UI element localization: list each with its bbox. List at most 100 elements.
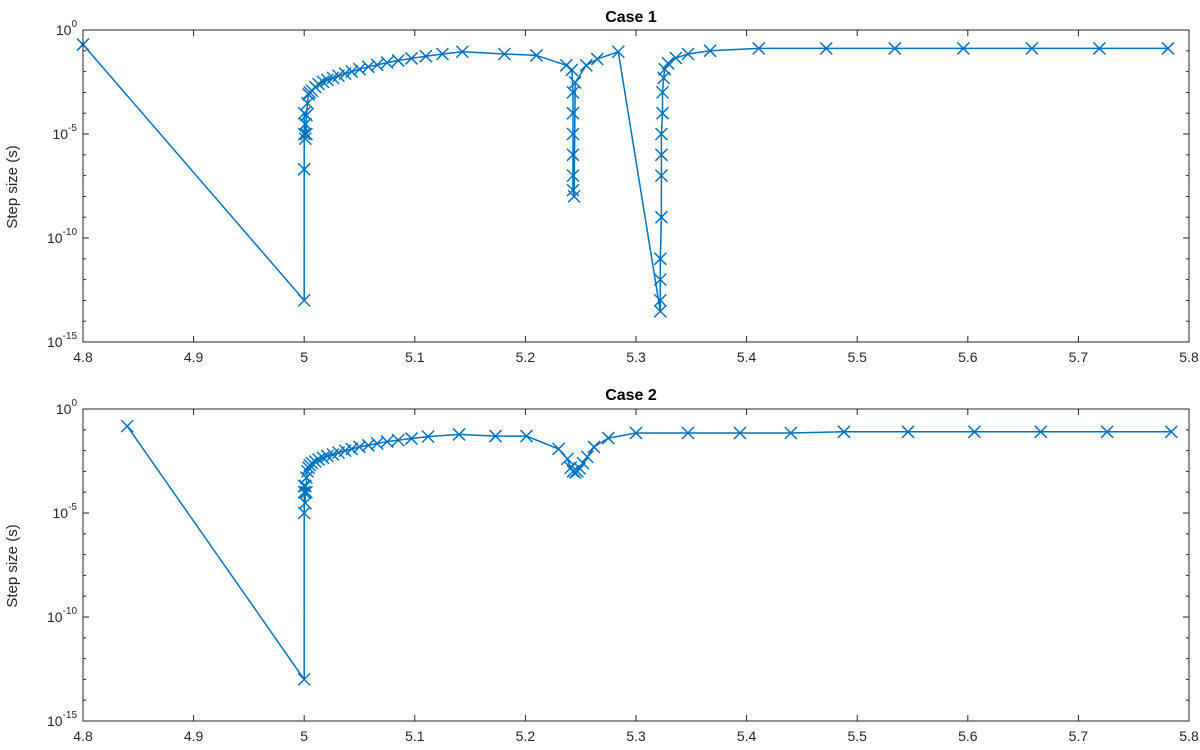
data-point-marker xyxy=(653,304,667,318)
data-point-marker xyxy=(656,85,670,99)
panel-title: Case 1 xyxy=(605,9,657,26)
panel-case-2: Case 2 Step size (s) 4.8 4.9 5 5.1 5.2 5.3 5.4… xyxy=(4,387,1199,744)
y-axis-label: Step size (s) xyxy=(4,145,21,228)
x-tick-label: 5.1 xyxy=(405,728,425,744)
data-point-marker xyxy=(566,85,580,99)
y-tick-label: 10-15 xyxy=(47,710,77,729)
y-axis-label: Step size (s) xyxy=(4,524,21,607)
data-layer xyxy=(120,419,1178,686)
data-point-marker xyxy=(297,672,311,686)
data-point-marker xyxy=(305,456,319,470)
data-point-marker xyxy=(391,433,405,447)
data-point-marker xyxy=(653,293,667,307)
data-point-marker xyxy=(653,273,667,287)
x-tick-label: 5.2 xyxy=(516,728,536,744)
data-point-marker xyxy=(497,47,511,61)
data-point-marker xyxy=(611,45,625,59)
y-tick-label: 10-10 xyxy=(47,606,77,625)
data-point-marker xyxy=(421,430,435,444)
data-point-marker xyxy=(404,432,419,446)
data-point-marker xyxy=(298,132,312,146)
data-point-marker xyxy=(654,210,668,224)
data-point-marker xyxy=(391,54,405,68)
data-point-marker xyxy=(1092,41,1106,55)
data-point-marker xyxy=(629,426,643,440)
y-tick-label: 10-5 xyxy=(53,502,78,521)
y-tick-label: 10-5 xyxy=(53,123,78,142)
data-point-marker xyxy=(361,438,375,452)
x-tick-label: 5.4 xyxy=(737,349,757,365)
data-point-marker xyxy=(298,496,312,510)
data-point-marker xyxy=(489,429,503,443)
data-point-marker xyxy=(658,62,672,76)
tick-layer: 4.8 4.9 5 5.1 5.2 5.3 5.4 5.5 5.6 5.7 5.8 100 10-5 10… xyxy=(47,19,1199,365)
data-point-marker xyxy=(455,45,469,59)
series-line xyxy=(126,425,1172,681)
y-tick-label: 100 xyxy=(56,19,78,38)
data-point-marker xyxy=(552,442,566,456)
data-point-marker xyxy=(703,44,717,58)
data-point-marker xyxy=(567,189,581,203)
x-tick-label: 5.5 xyxy=(847,728,867,744)
x-tick-label: 4.8 xyxy=(73,349,93,365)
x-tick-label: 5.3 xyxy=(626,349,646,365)
plot-frame xyxy=(82,29,1190,343)
data-point-marker xyxy=(566,106,580,120)
data-point-marker xyxy=(419,49,433,63)
data-point-marker xyxy=(568,75,582,90)
y-tick-label: 100 xyxy=(56,398,78,417)
y-tick-label: 10-10 xyxy=(47,227,77,246)
panel-case-1: Case 1 Step size (s) 4.8 4.9 5 5.1 5.2 5.3 5.4… xyxy=(4,9,1199,365)
x-tick-label: 4.8 xyxy=(73,728,93,744)
data-point-marker xyxy=(299,108,313,122)
data-point-marker xyxy=(654,127,668,141)
data-point-marker xyxy=(435,47,449,61)
data-point-marker xyxy=(380,435,394,449)
data-point-marker xyxy=(297,162,311,176)
data-point-marker xyxy=(380,56,394,70)
x-tick-label: 5.6 xyxy=(958,728,978,744)
data-point-marker xyxy=(352,440,367,454)
y-tick-label: 10-15 xyxy=(47,331,77,350)
data-point-marker xyxy=(560,452,574,466)
data-point-marker xyxy=(566,464,580,478)
data-point-marker xyxy=(661,56,675,70)
data-point-marker xyxy=(580,450,594,464)
data-point-marker xyxy=(1164,425,1178,439)
data-point-marker xyxy=(956,41,970,55)
x-tick-label: 4.9 xyxy=(184,728,204,744)
x-tick-label: 4.9 xyxy=(184,349,204,365)
data-point-marker xyxy=(654,148,668,162)
data-point-marker xyxy=(312,77,326,91)
series-line xyxy=(82,44,1168,313)
x-tick-label: 5.1 xyxy=(405,349,425,365)
data-point-marker xyxy=(566,127,580,141)
data-point-marker xyxy=(299,485,313,499)
data-point-marker xyxy=(297,293,311,307)
data-point-marker xyxy=(784,426,798,440)
data-point-marker xyxy=(316,75,330,89)
tick-layer: 4.8 4.9 5 5.1 5.2 5.3 5.4 5.5 5.6 5.7 5.8 100 10-5 10… xyxy=(47,398,1199,744)
panel-title: Case 2 xyxy=(605,387,657,404)
x-tick-label: 5.7 xyxy=(1069,349,1089,365)
data-point-marker xyxy=(566,148,580,162)
data-point-marker xyxy=(579,58,593,72)
data-point-marker xyxy=(587,440,601,454)
data-point-marker xyxy=(565,63,579,77)
data-point-marker xyxy=(669,51,683,65)
data-point-marker xyxy=(656,106,670,120)
data-point-marker xyxy=(1161,41,1175,55)
data-point-marker xyxy=(733,426,747,440)
data-point-marker xyxy=(888,41,902,55)
data-point-marker xyxy=(837,425,851,439)
x-tick-label: 5.5 xyxy=(847,349,867,365)
data-layer xyxy=(76,38,1175,318)
data-point-marker xyxy=(1025,41,1039,55)
x-tick-label: 5.8 xyxy=(1179,349,1199,365)
x-tick-label: 5.4 xyxy=(737,728,757,744)
x-tick-label: 5.7 xyxy=(1069,728,1089,744)
data-point-marker xyxy=(316,451,330,465)
data-point-marker xyxy=(681,47,695,61)
data-point-marker xyxy=(404,51,419,65)
data-point-marker xyxy=(452,427,466,441)
